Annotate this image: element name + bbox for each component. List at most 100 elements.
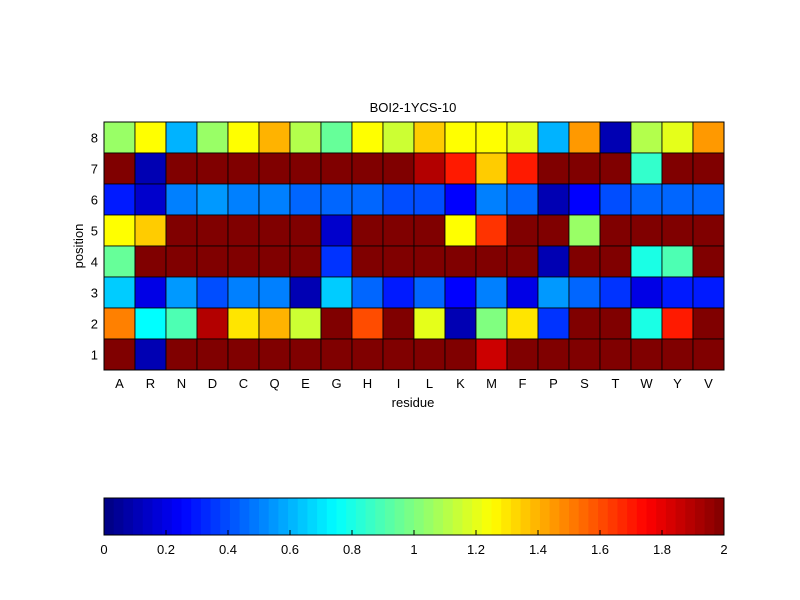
x-tick-label-P: P [549,376,558,391]
colorbar [104,498,725,535]
heatmap-cell-pos7-Q [258,152,291,185]
colorbar-tick-label: 1.4 [529,542,547,557]
colorbar-segment [278,498,289,535]
heatmap-cell-pos7-H [351,152,384,185]
heatmap-cell-pos2-F [506,307,539,340]
heatmap-cell-pos6-G [320,183,353,216]
colorbar-segment [326,498,337,535]
heatmap-cell-pos8-A [103,121,136,154]
heatmap-cell-pos6-M [475,183,508,216]
y-tick-label-7: 7 [91,162,98,177]
heatmap-cell-pos4-V [692,245,725,278]
heatmap-cell-pos4-W [630,245,663,278]
colorbar-segment [501,498,512,535]
colorbar-segment [714,498,725,535]
heatmap-cell-pos5-M [475,214,508,247]
colorbar-segment [675,498,686,535]
colorbar-segment [384,498,396,535]
colorbar-segment [539,498,551,535]
chart-title: BOI2-1YCS-10 [370,100,457,115]
heatmap-cell-pos2-I [382,307,415,340]
colorbar-segment [346,498,357,535]
heatmap-cell-pos5-T [599,214,632,247]
heatmap-cell-pos6-Y [661,183,694,216]
heatmap-cell-pos5-D [196,214,229,247]
colorbar-segment [307,498,318,535]
heatmap-cell-pos8-Y [661,121,694,154]
heatmap-cell-pos4-D [196,245,229,278]
colorbar-segment [259,498,270,535]
y-tick-label-1: 1 [91,348,98,363]
heatmap-cell-pos5-E [289,214,322,247]
heatmap-cell-pos6-R [134,183,167,216]
heatmap-cell-pos3-C [227,276,260,309]
heatmap-cell-pos2-N [165,307,198,340]
heatmap-cell-pos4-Q [258,245,291,278]
heatmap-cell-pos8-L [413,121,446,154]
heatmap-cell-pos2-K [444,307,477,340]
colorbar-segment [142,498,153,535]
colorbar-segment [365,498,376,535]
heatmap-cell-pos5-W [630,214,663,247]
colorbar-segment [152,498,163,535]
heatmap-cell-pos8-D [196,121,229,154]
x-tick-label-L: L [426,376,433,391]
x-tick-label-G: G [331,376,341,391]
heatmap-cell-pos4-M [475,245,508,278]
colorbar-segment [617,498,628,535]
heatmap-cell-pos6-D [196,183,229,216]
colorbar-segment [375,498,386,535]
colorbar-tick-label: 0.6 [281,542,299,557]
heatmap-cell-pos7-Y [661,152,694,185]
x-tick-label-V: V [704,376,713,391]
heatmap-cell-pos4-A [103,245,136,278]
heatmap-cell-pos3-Y [661,276,694,309]
heatmap-cell-pos7-T [599,152,632,185]
heatmap-cell-pos7-C [227,152,260,185]
heatmap-cell-pos3-G [320,276,353,309]
heatmap-cell-pos1-G [320,338,353,371]
heatmap-cell-pos6-W [630,183,663,216]
heatmap-cell-pos8-T [599,121,632,154]
heatmap-cell-pos2-E [289,307,322,340]
x-tick-label-S: S [580,376,589,391]
colorbar-segment [288,498,299,535]
heatmap-cell-pos4-L [413,245,446,278]
x-tick-label-W: W [640,376,653,391]
x-tick-label-H: H [363,376,372,391]
heatmap-cell-pos4-H [351,245,384,278]
colorbar-segment [491,498,502,535]
colorbar-segment [704,498,715,535]
colorbar-segment [569,498,580,535]
x-tick-label-E: E [301,376,310,391]
heatmap-cell-pos7-I [382,152,415,185]
heatmap-cell-pos8-S [568,121,601,154]
heatmap-cell-pos4-Y [661,245,694,278]
heatmap-cell-pos6-F [506,183,539,216]
heatmap-cell-pos1-W [630,338,663,371]
heatmap-cell-pos3-M [475,276,508,309]
x-tick-label-C: C [239,376,248,391]
heatmap-cell-pos3-E [289,276,322,309]
heatmap-cell-pos8-M [475,121,508,154]
heatmap-cell-pos5-V [692,214,725,247]
heatmap-cell-pos1-F [506,338,539,371]
colorbar-tick-label: 0 [100,542,107,557]
heatmap-cell-pos4-F [506,245,539,278]
heatmap-cell-pos3-H [351,276,384,309]
colorbar-segment [394,498,405,535]
heatmap-cell-pos7-M [475,152,508,185]
colorbar-segment [598,498,609,535]
heatmap-cell-pos5-Y [661,214,694,247]
heatmap-cell-pos1-L [413,338,446,371]
heatmap-cell-pos5-G [320,214,353,247]
colorbar-segment [104,498,115,535]
heatmap-cell-pos1-E [289,338,322,371]
heatmap-cell-pos4-K [444,245,477,278]
colorbar-segment [355,498,367,535]
heatmap-cell-pos6-L [413,183,446,216]
x-tick-label-D: D [208,376,217,391]
heatmap-cell-pos3-F [506,276,539,309]
